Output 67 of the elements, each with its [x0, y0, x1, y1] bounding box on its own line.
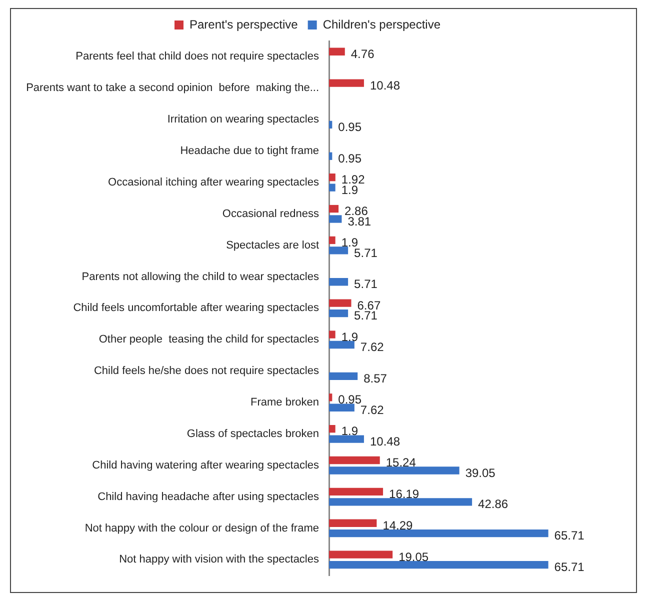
data-label: 10.48 [370, 434, 400, 448]
data-label: 42.86 [478, 497, 508, 512]
data-label: 0.95 [338, 151, 362, 166]
data-label: 0.95 [338, 120, 362, 134]
legend-label: Children's perspective [322, 17, 441, 32]
y-tick-label: Parents feel that child does not require spectacles [76, 50, 320, 63]
data-label: 65.71 [554, 528, 585, 543]
bar [329, 340, 354, 349]
bar [329, 435, 364, 443]
data-label: 5.71 [354, 277, 378, 292]
y-tick-label: Frame broken [250, 396, 319, 409]
data-label: 4.76 [350, 46, 375, 61]
y-tick-label: Not happy with vision with the spectacles [119, 554, 320, 566]
y-tick-label: Headache due to tight frame [180, 145, 319, 158]
y-tick-label: Child having watering after wearing spectacles [92, 459, 320, 472]
bar [329, 152, 332, 160]
bar [329, 466, 460, 474]
bar [329, 404, 354, 412]
data-label: 1.9 [341, 424, 358, 438]
y-tick-label: Parents want to take a second opinion before making the... [26, 82, 319, 94]
data-label: 19.05 [398, 550, 429, 564]
bar [329, 498, 472, 506]
bar [329, 204, 339, 213]
bar [329, 278, 348, 286]
bar [329, 174, 336, 182]
y-tick-label: Parents not allowing the child to wear spectacles [82, 270, 320, 283]
y-tick-label: Other people teasing the child for spectacles [98, 334, 320, 346]
y-tick-label: Occasional redness [222, 208, 320, 220]
data-label: 16.19 [389, 487, 420, 502]
bar [329, 550, 393, 558]
bar [329, 394, 332, 402]
data-label: 65.71 [554, 560, 585, 574]
data-label: 39.05 [465, 466, 496, 480]
bar [329, 519, 377, 527]
y-tick-label: Child feels he/she does not require spectacles [94, 365, 320, 378]
data-label: 15.24 [386, 456, 416, 470]
bar [329, 309, 348, 318]
y-tick-label: Occasional itching after wearing spectacles [108, 176, 320, 188]
data-label: 7.62 [360, 340, 384, 354]
y-tick-label: Irritation on wearing spectacles [167, 114, 320, 126]
data-label: 7.62 [360, 402, 384, 417]
bar [329, 79, 364, 87]
bar [329, 456, 380, 464]
bar [329, 236, 336, 244]
data-label: 1.9 [341, 330, 358, 344]
data-label: 14.29 [382, 518, 414, 532]
data-label: 10.48 [370, 78, 400, 92]
data-label: 8.57 [364, 371, 388, 386]
y-tick-label: Child feels uncomfortable after wearing spectacles [73, 302, 320, 314]
y-tick-label: Spectacles are lost [226, 239, 319, 252]
bar [329, 120, 332, 129]
bar [329, 246, 348, 254]
legend-label: Parent's perspective [189, 17, 298, 32]
data-label: 0.95 [338, 392, 362, 407]
bar [329, 372, 358, 380]
y-tick-label: Child having headache after using spectacles [98, 490, 320, 503]
y-tick-label: Not happy with the colour or design of the frame [84, 522, 319, 534]
y-tick-label: Glass of spectacles broken [186, 428, 319, 440]
bar [329, 48, 345, 56]
bar [329, 299, 352, 307]
bar [329, 184, 336, 192]
bar [329, 425, 336, 433]
bar [329, 330, 336, 338]
bar [329, 488, 384, 496]
bar [329, 530, 548, 538]
bar [329, 215, 342, 223]
bar [329, 560, 548, 569]
